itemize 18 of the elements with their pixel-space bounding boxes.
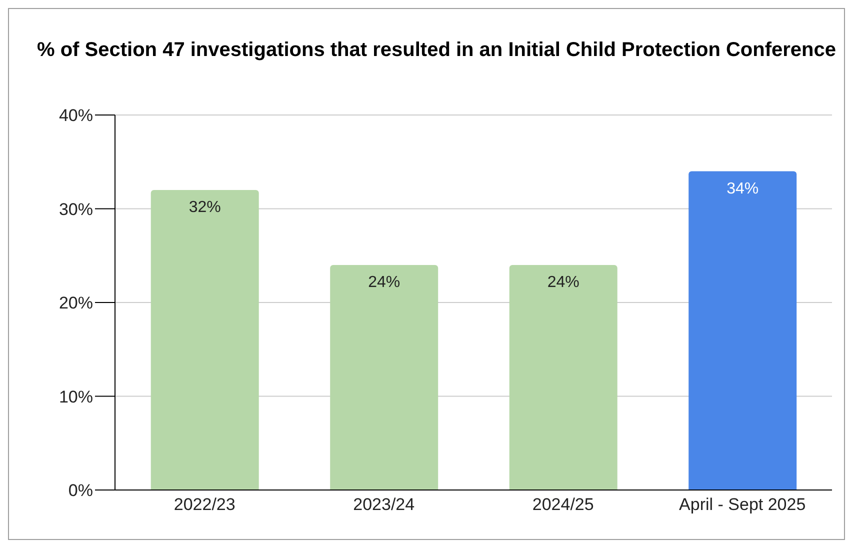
bar xyxy=(688,171,797,490)
bar xyxy=(509,265,618,490)
y-tick-label: 20% xyxy=(58,294,93,313)
y-tick-label: 30% xyxy=(58,200,93,219)
data-label: 34% xyxy=(726,180,759,198)
y-tick-label: 10% xyxy=(58,387,93,406)
data-label: 24% xyxy=(547,274,580,291)
chart-title: % of Section 47 investigations that resulted in an Initial Child Protection Conference xyxy=(37,38,837,63)
x-tick-label: 2022/23 xyxy=(174,495,236,514)
data-label: 32% xyxy=(188,199,221,216)
x-tick-label: 2023/24 xyxy=(353,495,415,514)
bar xyxy=(330,265,438,490)
y-tick-label: 40% xyxy=(58,106,93,126)
x-tick-label: April - Sept 2025 xyxy=(679,495,806,514)
data-label: 24% xyxy=(368,274,400,291)
y-tick-label: 0% xyxy=(68,481,93,500)
bar xyxy=(150,190,259,490)
x-tick-label: 2024/25 xyxy=(532,495,594,514)
